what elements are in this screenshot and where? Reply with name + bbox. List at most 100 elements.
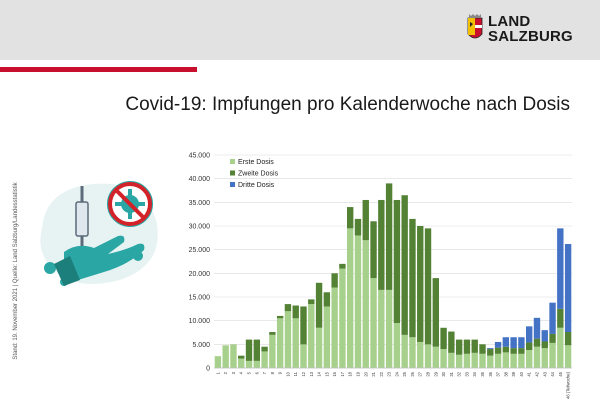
bar-segment [300, 306, 307, 345]
bar-segment [510, 337, 517, 349]
x-tick-label: 37 [496, 371, 501, 376]
bar-segment [253, 339, 260, 361]
bar-segment [238, 358, 245, 368]
x-tick-label: 41 [527, 371, 532, 376]
x-tick-label: 3 [231, 371, 236, 374]
bar-segment [393, 323, 401, 368]
bar-segment [557, 327, 564, 368]
x-tick-label: 42 [534, 371, 539, 376]
bar-segment [370, 221, 377, 279]
brand-line-1: LAND [488, 13, 531, 30]
x-tick-label: 14 [317, 371, 322, 376]
bar-segment [401, 195, 408, 335]
bar-segment [315, 282, 323, 328]
bar-segment [362, 240, 369, 368]
x-tick-label: 31 [449, 371, 454, 376]
x-tick-label: 30 [441, 371, 446, 376]
x-tick-label: 2 [223, 371, 228, 374]
x-tick-label: 36 [488, 371, 493, 376]
bar-segment [518, 337, 525, 349]
bar-segment [276, 315, 284, 319]
bar-segment [557, 228, 564, 309]
bar-segment [479, 353, 486, 368]
bar-segment [393, 199, 401, 324]
x-tick-label: 32 [457, 371, 462, 376]
legend-swatch [230, 159, 235, 164]
y-tick-label: 35.000 [189, 200, 211, 207]
bar-segment [424, 228, 432, 345]
x-tick-label: 46 (Teilwoche) [566, 371, 571, 399]
bar-segment [323, 292, 331, 307]
bar-segment [448, 331, 455, 353]
x-tick-label: 5 [247, 371, 252, 374]
bar-segment [502, 346, 510, 353]
land-salzburg-logo: LAND SALZBURG [466, 14, 576, 48]
bar-segment [385, 289, 393, 368]
bar-segment [557, 308, 564, 328]
bar-segment [385, 183, 393, 290]
x-tick-label: 27 [418, 371, 423, 376]
bar-segment [362, 199, 369, 241]
bar-segment [308, 299, 315, 305]
x-tick-label: 16 [332, 371, 337, 376]
y-tick-label: 25.000 [189, 247, 211, 254]
bar-segment [518, 348, 525, 354]
bar-segment [479, 344, 486, 354]
x-tick-label: 19 [355, 371, 360, 376]
bar-segment [487, 355, 494, 368]
x-tick-label: 35 [480, 371, 485, 376]
bar-segment [347, 228, 354, 368]
x-tick-label: 9 [278, 371, 283, 374]
bar-segment [526, 342, 533, 351]
bar-segment [487, 349, 494, 356]
bar-segment [526, 326, 533, 343]
y-tick-label: 5.000 [192, 342, 210, 349]
x-tick-label: 6 [254, 371, 259, 374]
legend-label: Erste Dosis [238, 159, 274, 166]
x-tick-label: 26 [410, 371, 415, 376]
vaccine-hand-virus-icon [40, 181, 158, 286]
bar-segment [378, 199, 385, 290]
bar-segment [269, 332, 276, 335]
bar-segment [284, 311, 292, 368]
bar-segment [541, 330, 548, 342]
x-tick-label: 29 [433, 371, 438, 376]
header-bar [0, 0, 600, 60]
bar-segment [409, 337, 416, 368]
bar-segment [432, 346, 439, 368]
bar-segment [471, 352, 478, 368]
bar-segment [308, 304, 315, 368]
x-tick-label: 4 [239, 371, 244, 374]
x-tick-label: 34 [472, 371, 477, 376]
bar-segment [230, 344, 237, 368]
bar-segment [261, 346, 268, 352]
x-tick-label: 21 [371, 371, 376, 376]
bar-segment [533, 317, 541, 339]
y-tick-label: 30.000 [189, 224, 211, 231]
bar-segment [510, 348, 517, 354]
bar-segment [417, 341, 424, 368]
bar-segment [494, 353, 502, 368]
bar-segment [455, 354, 463, 368]
bar-segment [354, 235, 362, 368]
bar-segment [339, 268, 346, 368]
bar-segment [261, 351, 268, 368]
bar-segment [370, 278, 377, 368]
bar-segment [292, 305, 299, 319]
x-tick-label: 33 [464, 371, 469, 376]
bar-segment [378, 289, 385, 368]
bar-segment [494, 341, 502, 348]
y-tick-label: 20.000 [189, 271, 211, 278]
bar-segment [448, 352, 455, 368]
x-tick-label: 20 [363, 371, 368, 376]
bar-segment [276, 318, 284, 368]
bar-segment [487, 348, 494, 350]
x-tick-label: 28 [426, 371, 431, 376]
bar-segment [339, 263, 346, 269]
bar-segment [269, 334, 276, 368]
x-tick-label: 22 [379, 371, 384, 376]
bar-segment [510, 353, 517, 368]
bar-segment [300, 344, 307, 368]
bar-segment [354, 218, 362, 236]
x-tick-label: 23 [387, 371, 392, 376]
